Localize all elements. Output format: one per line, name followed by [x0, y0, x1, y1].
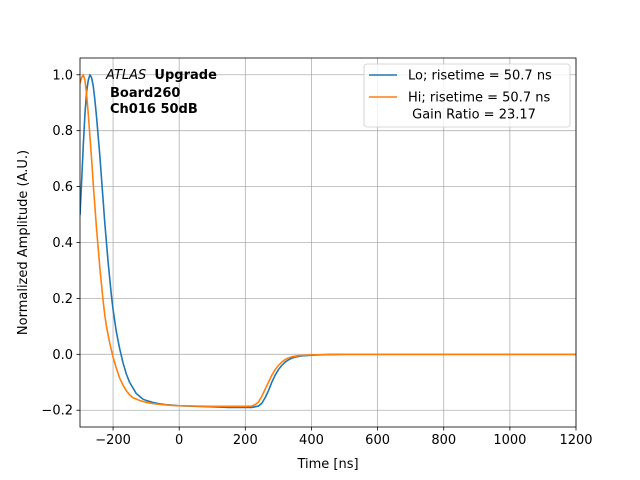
annotation-line-1: ATLAS Upgrade [105, 68, 217, 83]
legend-entry: Hi; risetime = 50.7 ns Gain Ratio = 23.1… [408, 91, 550, 123]
series-line-hi [80, 73, 576, 408]
y-tick-label: 0.2 [52, 292, 73, 307]
legend-box [363, 63, 571, 128]
x-tick-label: 1000 [493, 433, 526, 448]
series-line-lo [80, 73, 576, 409]
x-axis-label: Time [ns] [296, 457, 358, 472]
x-tick-label: 1200 [559, 433, 592, 448]
atlas-annotation: ATLAS Upgrade Board260 Ch016 50dB [105, 68, 217, 117]
x-tick-label: 0 [175, 433, 183, 448]
annotation-line-2: Board260 [110, 86, 180, 101]
y-tick-label: 0.8 [52, 124, 73, 139]
legend: Lo; risetime = 50.7 ns Hi; risetime = 50.… [363, 63, 571, 128]
annotation-line-3: Ch016 50dB [110, 102, 198, 117]
y-tick-label: 0.6 [52, 180, 73, 195]
x-tick-label: 200 [233, 433, 258, 448]
series-layer [80, 73, 576, 409]
y-tick-label: 0.0 [52, 348, 73, 363]
x-tick-label: 600 [365, 433, 390, 448]
y-tick-label: −0.2 [41, 404, 73, 419]
x-tick-label: 400 [299, 433, 324, 448]
y-tick-label: 0.4 [52, 236, 73, 251]
y-axis-label: Normalized Amplitude (A.U.) [16, 150, 31, 335]
legend-entry: Lo; risetime = 50.7 ns [408, 69, 552, 84]
tick-layer: −200 0 200 400 600 800 1000 1200 −0.2 0.0 0.2 0.4 0.… [41, 68, 592, 448]
y-tick-label: 1.0 [52, 68, 73, 83]
x-tick-label: 800 [431, 433, 456, 448]
x-tick-label: −200 [95, 433, 131, 448]
annotation-bold: Upgrade [154, 68, 217, 83]
annotation-italic: ATLAS [105, 68, 146, 83]
